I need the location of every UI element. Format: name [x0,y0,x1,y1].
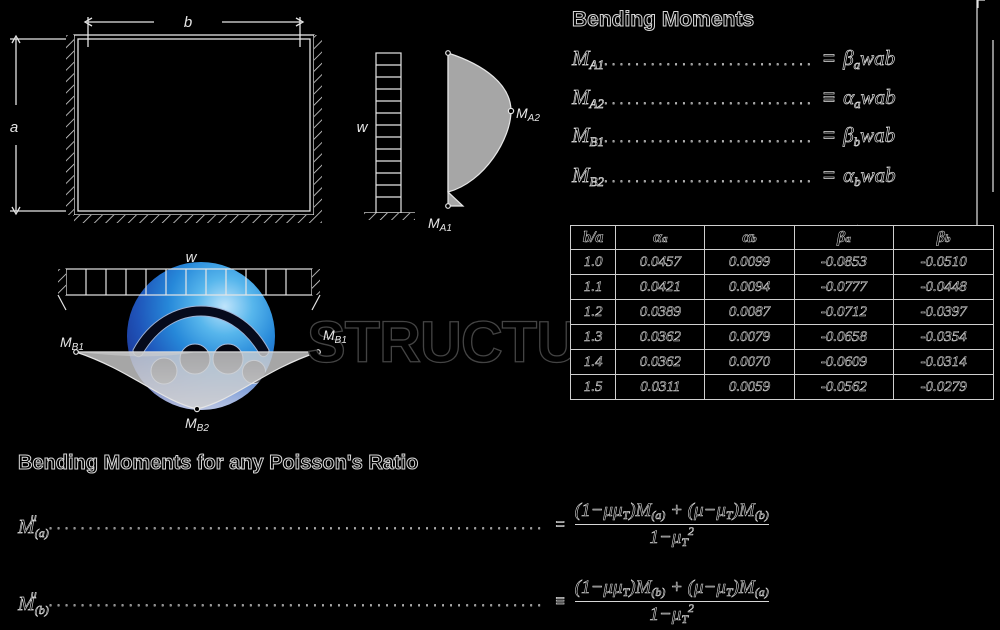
svg-text:MB1: MB1 [323,327,347,346]
